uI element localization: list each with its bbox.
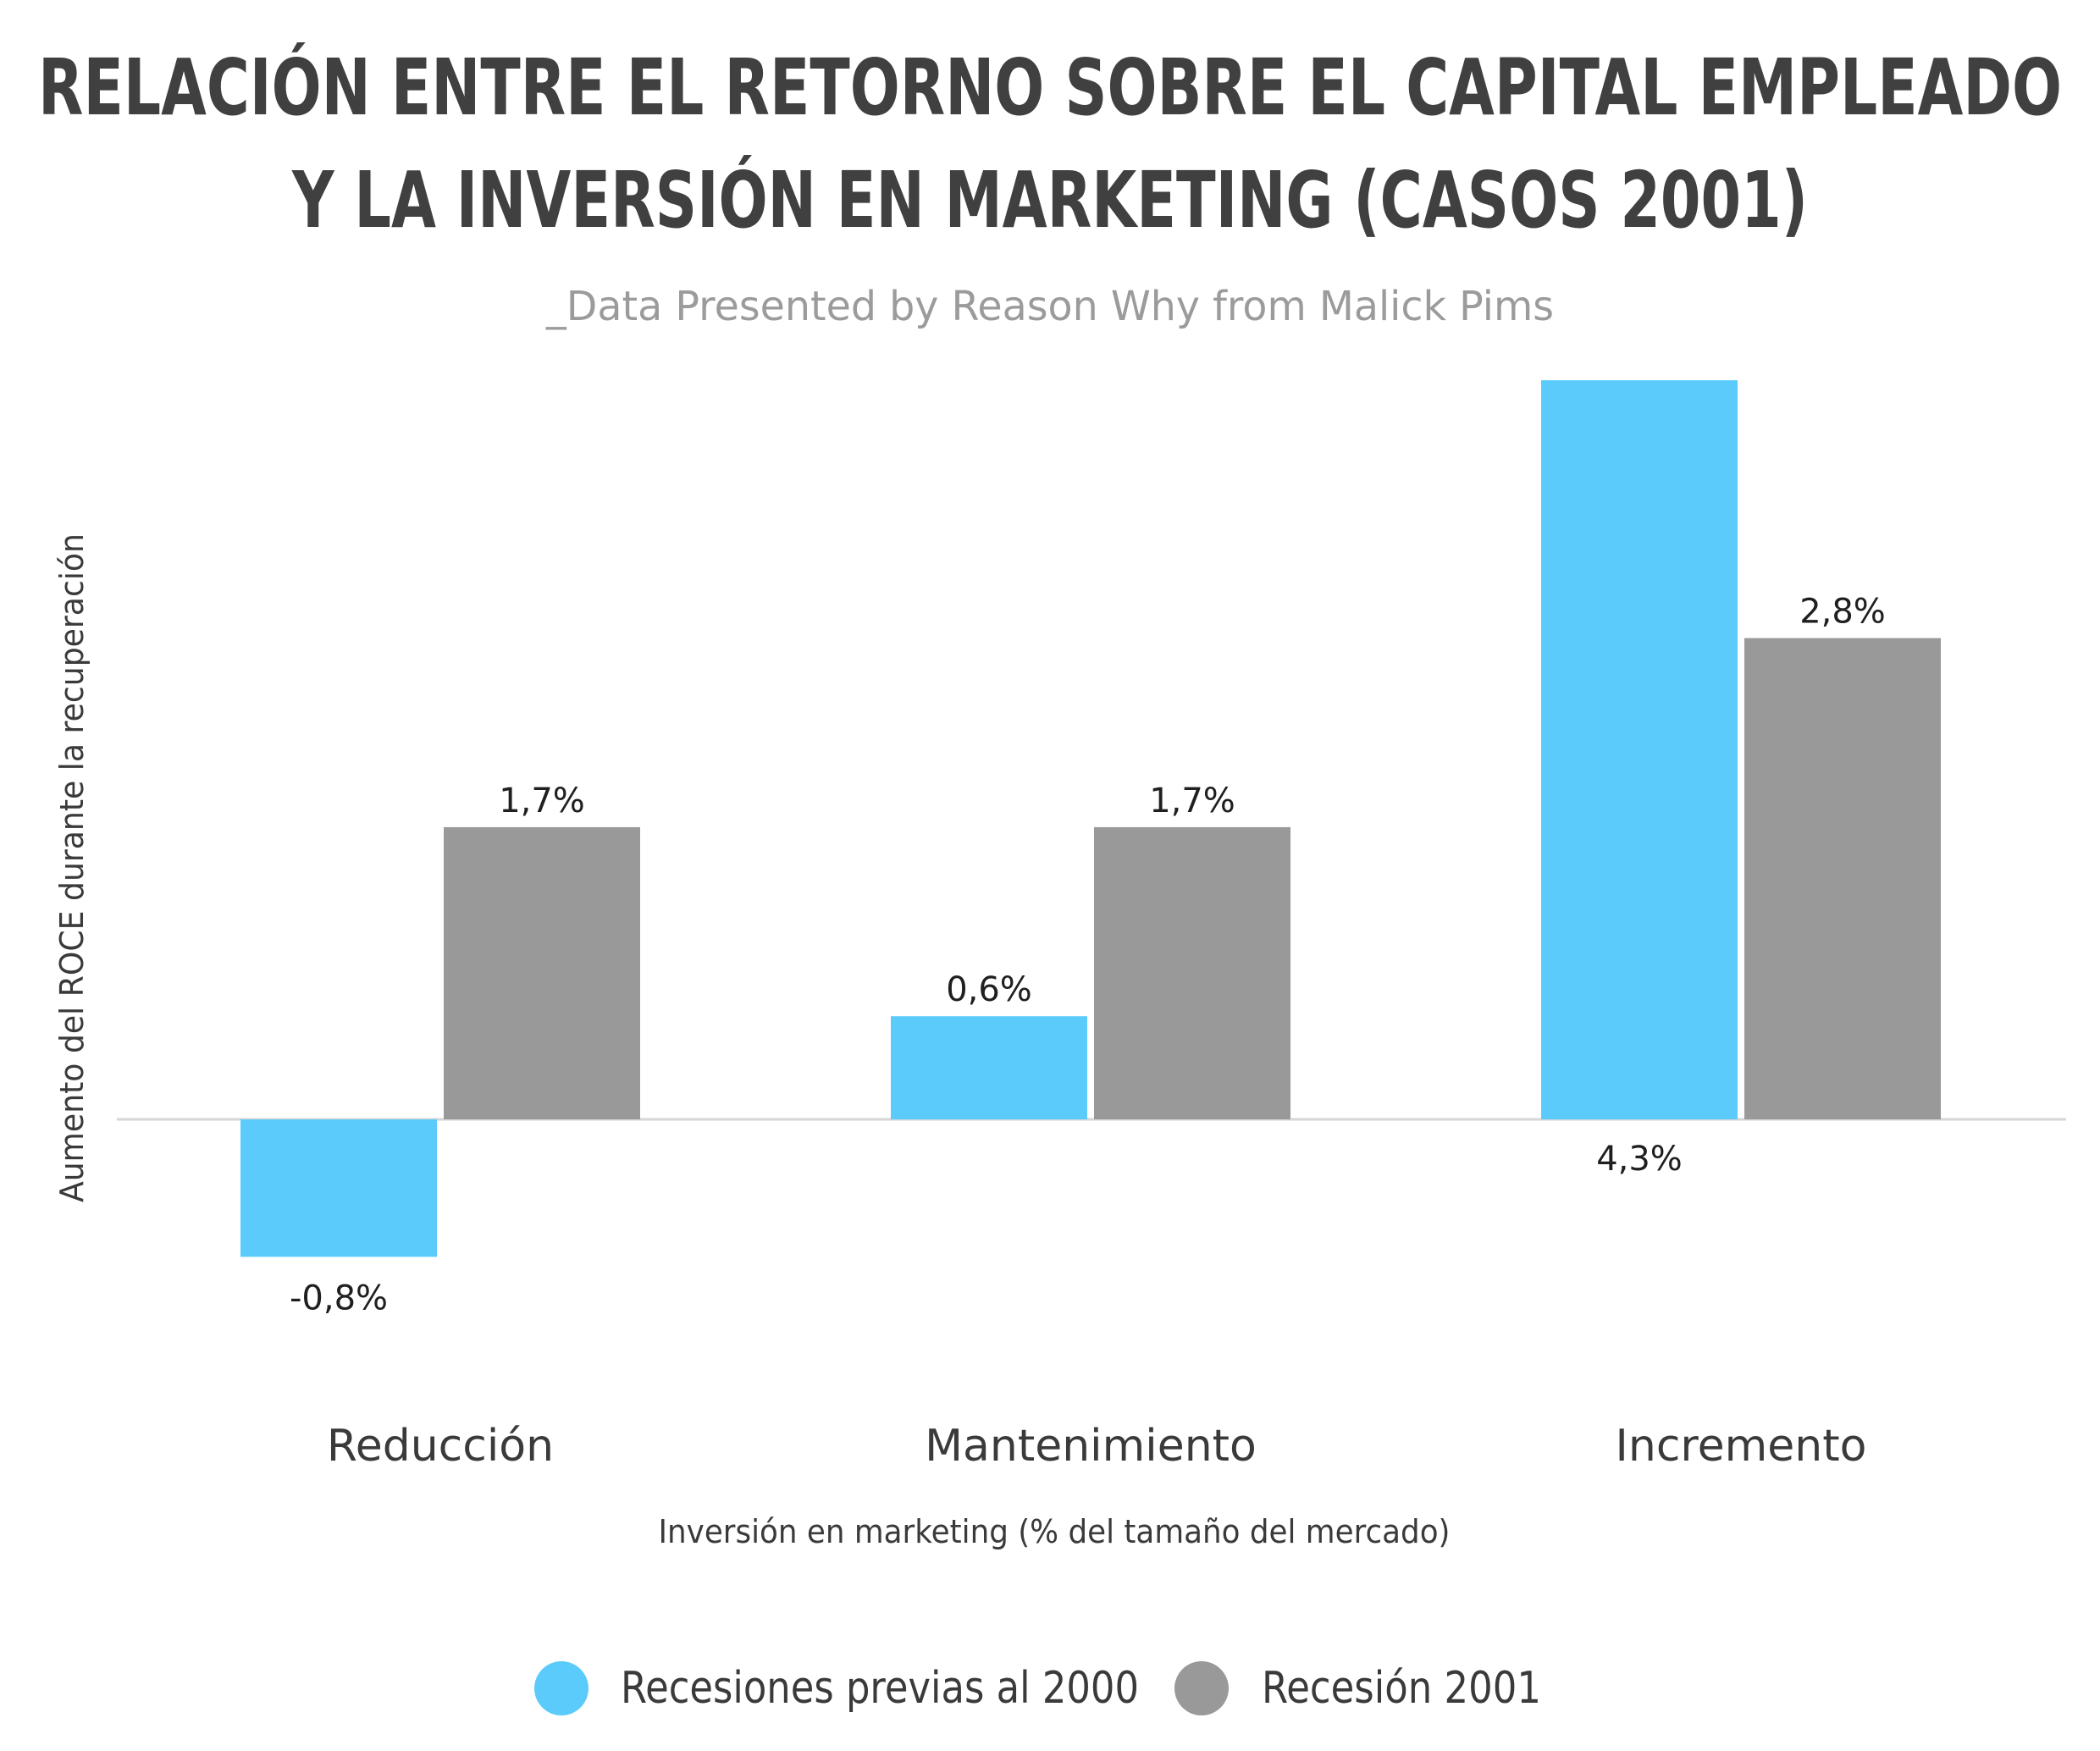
bar-recesiones-previas-1 bbox=[891, 1016, 1087, 1119]
x-tick-label: Incremento bbox=[1616, 1421, 1867, 1472]
data-label: 0,6% bbox=[946, 970, 1032, 1009]
data-label: 4,3% bbox=[1596, 1140, 1683, 1179]
bar-recesion-2001-2 bbox=[1744, 638, 1941, 1119]
data-label: -0,8% bbox=[290, 1279, 388, 1317]
legend-marker bbox=[1174, 1661, 1229, 1715]
bar-recesiones-previas-0 bbox=[240, 1119, 437, 1257]
chart-title-line1: RELACIÓN ENTRE EL RETORNO SOBRE EL CAPIT… bbox=[38, 41, 2062, 133]
data-label: 1,7% bbox=[499, 782, 585, 820]
chart-title-line2: Y LA INVERSIÓN EN MARKETING (CASOS 2001) bbox=[291, 153, 1808, 246]
x-axis-label: Inversión en marketing (% del tamaño del… bbox=[659, 1513, 1451, 1550]
x-tick-label: Mantenimiento bbox=[925, 1421, 1257, 1472]
legend-marker bbox=[534, 1661, 589, 1715]
bar-recesion-2001-1 bbox=[1094, 826, 1290, 1119]
data-label: 2,8% bbox=[1799, 593, 1886, 632]
x-tick-label: Reducción bbox=[327, 1421, 554, 1472]
bar-recesion-2001-0 bbox=[444, 826, 640, 1119]
y-axis-label: Aumento del ROCE durante la recuperación bbox=[53, 533, 91, 1202]
legend-label: Recesiones previas al 2000 bbox=[621, 1663, 1139, 1714]
chart-subtitle: _Data Presented by Reason Why from Malic… bbox=[545, 283, 1554, 330]
plot-area: -0,8% 1,7% Reducción 0,6% 1,7% Mantenimiento 4… bbox=[117, 380, 2066, 1472]
legend-label: Recesión 2001 bbox=[1262, 1663, 1541, 1714]
bar-recesiones-previas-2 bbox=[1541, 380, 1738, 1120]
legend: Recesiones previas al 2000 Recesión 2001 bbox=[534, 1661, 1541, 1715]
data-label: 1,7% bbox=[1149, 782, 1235, 820]
